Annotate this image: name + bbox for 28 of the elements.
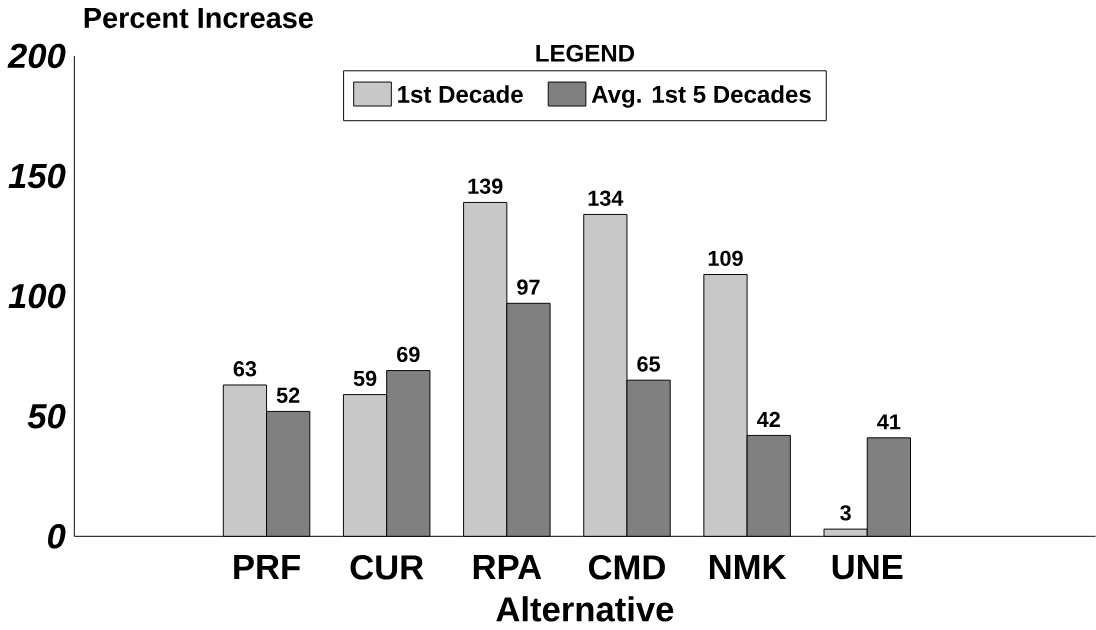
data-label: 97 <box>517 279 540 296</box>
x-tick-label: NMK <box>709 555 787 580</box>
y-tick-label: 0 <box>47 524 66 549</box>
legend-label: Avg. 1st 5 Decades <box>591 85 811 108</box>
data-label: 63 <box>233 361 257 377</box>
data-label: 52 <box>276 387 300 404</box>
data-label: 59 <box>353 370 377 387</box>
data-label: 69 <box>397 346 420 363</box>
data-label: 42 <box>757 412 780 428</box>
x-tick-label: RPA <box>473 555 542 580</box>
y-tick-label: 50 <box>27 404 66 429</box>
y-tick-label: 200 <box>7 43 66 69</box>
data-label: 109 <box>708 250 743 267</box>
y-axis-title: Percent Increase <box>84 8 313 29</box>
legend-label: 1st Decade <box>398 85 523 104</box>
x-tick-label: UNE <box>832 555 903 580</box>
y-tick-label: 150 <box>8 163 66 189</box>
data-label: 41 <box>877 414 901 430</box>
data-label: 3 <box>840 505 851 521</box>
x-tick-label: CMD <box>588 555 665 580</box>
y-tick-label: 100 <box>8 284 66 309</box>
data-label: 134 <box>588 190 624 207</box>
data-label: 65 <box>637 356 661 372</box>
x-tick-label: CUR <box>350 555 424 580</box>
x-tick-label: PRF <box>234 555 300 580</box>
data-label: 139 <box>468 178 503 195</box>
x-axis-title: Alternative <box>496 596 674 622</box>
legend-title: LEGEND <box>536 44 635 63</box>
